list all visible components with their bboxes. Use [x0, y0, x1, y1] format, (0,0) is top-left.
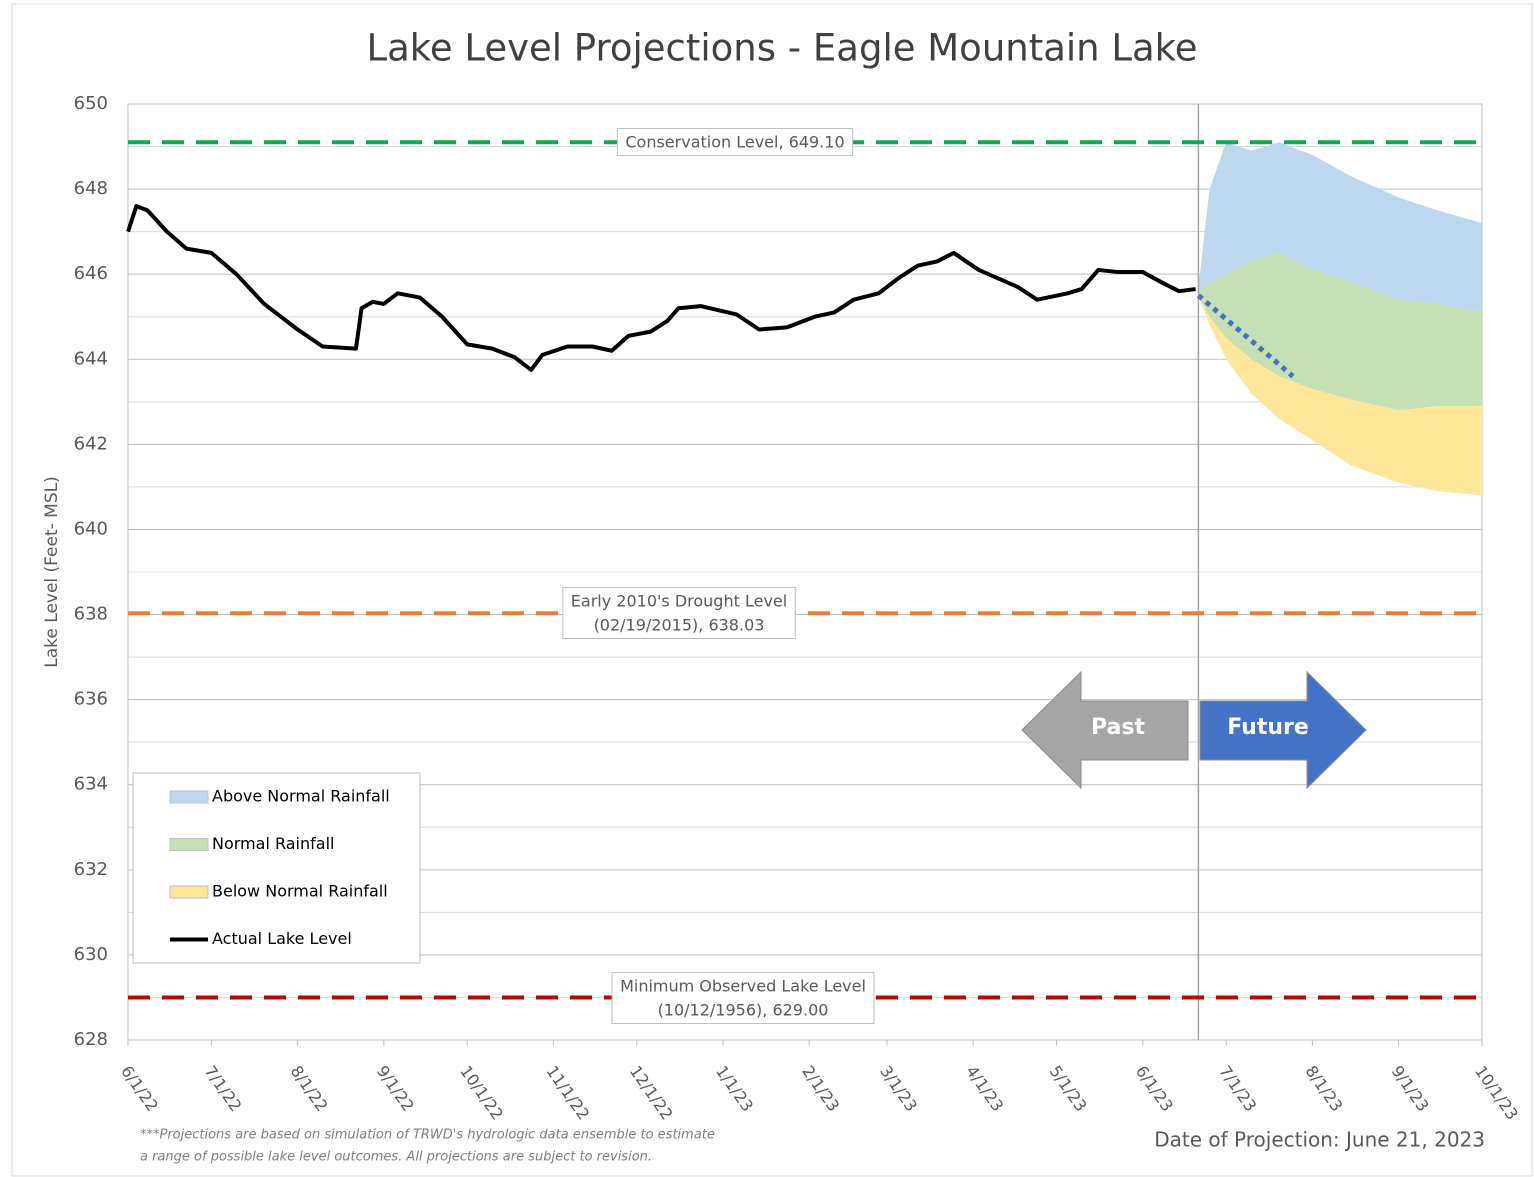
- y-tick-label: 630: [74, 944, 108, 965]
- legend-swatch: [169, 790, 209, 804]
- y-tick-label: 642: [74, 433, 108, 454]
- reference-label: (10/12/1956), 629.00: [658, 1001, 829, 1020]
- reference-label: Minimum Observed Lake Level: [620, 977, 866, 996]
- legend-label: Actual Lake Level: [212, 929, 352, 948]
- footnote: ***Projections are based on simulation o…: [140, 1128, 715, 1143]
- y-tick-label: 646: [74, 263, 108, 284]
- legend-swatch: [169, 885, 209, 899]
- y-tick-label: 644: [74, 348, 108, 369]
- reference-label-box: [562, 587, 796, 639]
- reference-label: Early 2010's Drought Level: [571, 592, 787, 611]
- projection-band: [1198, 142, 1482, 313]
- legend-label: Above Normal Rainfall: [212, 787, 390, 806]
- projection-band: [1198, 252, 1482, 411]
- reference-label: (02/19/2015), 638.03: [594, 616, 765, 635]
- y-tick-label: 634: [74, 774, 108, 795]
- y-tick-label: 648: [74, 178, 108, 199]
- plot-border: [127, 103, 1483, 1041]
- y-tick-label: 638: [74, 604, 108, 625]
- trend-line: [1196, 293, 1295, 379]
- footnote: a range of possible lake level outcomes.…: [140, 1150, 652, 1165]
- actual-level-line: [126, 204, 1196, 372]
- arrow-label: Past: [1091, 715, 1145, 740]
- reference-label-box: [611, 972, 875, 1024]
- projection-band: [1198, 295, 1482, 496]
- y-axis-label: Lake Level (Feet- MSL): [42, 476, 62, 667]
- legend-label: Below Normal Rainfall: [212, 882, 388, 901]
- chart-title: Lake Level Projections - Eagle Mountain …: [366, 27, 1197, 70]
- reference-label-box: [616, 128, 854, 156]
- y-tick-label: 628: [74, 1029, 108, 1050]
- legend-swatch: [169, 838, 209, 851]
- y-tick-label: 636: [74, 689, 108, 710]
- reference-label: Conservation Level, 649.10: [625, 133, 844, 152]
- y-tick-label: 640: [74, 518, 108, 539]
- legend-box: [132, 772, 421, 964]
- legend-label: Normal Rainfall: [212, 834, 334, 853]
- arrow-label: Future: [1227, 715, 1309, 740]
- direction-arrow: [1199, 670, 1367, 790]
- y-tick-label: 632: [74, 859, 108, 880]
- projection-note: Date of Projection: June 21, 2023: [1154, 1128, 1485, 1152]
- direction-arrow: [1021, 670, 1189, 790]
- y-tick-label: 650: [74, 93, 108, 114]
